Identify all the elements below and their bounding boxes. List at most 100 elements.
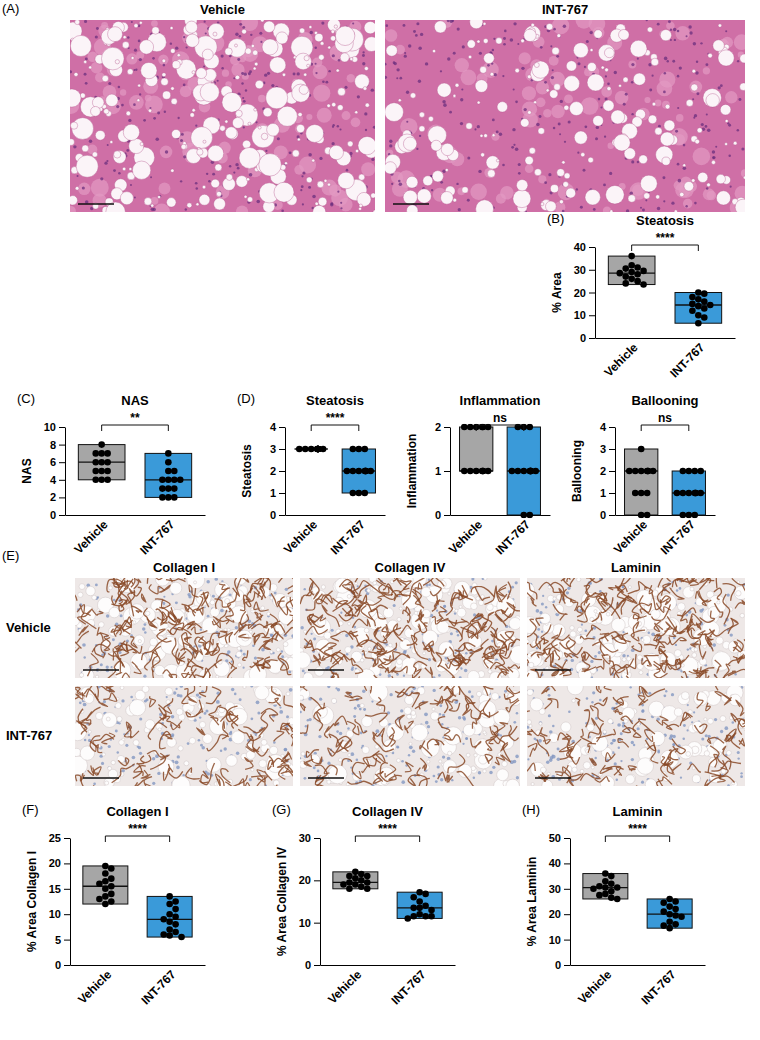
stained-fiber <box>508 665 519 672</box>
lipid-vacuole <box>683 164 686 167</box>
lipid-vacuole <box>253 67 256 70</box>
nucleus <box>237 167 240 170</box>
nucleus <box>95 35 98 38</box>
lipid-vacuole <box>315 202 318 205</box>
nucleus <box>631 113 633 115</box>
lipid-vacuole <box>213 32 217 36</box>
nucleus <box>477 125 480 128</box>
nucleus <box>513 144 515 146</box>
lipid-vacuole <box>525 26 541 42</box>
lipid-vacuole <box>603 100 614 111</box>
lipid-vacuole <box>587 63 596 72</box>
lipid-vacuole <box>652 102 656 106</box>
lipid-vacuole <box>564 105 569 110</box>
lipid-vacuole <box>720 104 731 115</box>
lipid-vacuole <box>148 109 152 113</box>
lipid-vacuole <box>192 71 195 74</box>
lipid-vacuole <box>496 159 499 162</box>
nucleus <box>130 184 132 186</box>
lipid-vacuole <box>225 120 228 123</box>
lipid-vacuole <box>566 61 576 71</box>
lipid-vacuole <box>538 128 545 135</box>
nucleus <box>241 82 243 84</box>
nucleus <box>560 100 563 103</box>
nucleus <box>127 36 129 38</box>
nucleus <box>440 70 442 72</box>
image-background <box>385 20 745 212</box>
nucleus <box>503 37 506 40</box>
lipid-vacuole <box>299 85 308 94</box>
nucleus <box>502 75 504 77</box>
nucleus <box>217 80 219 82</box>
nucleus <box>245 89 247 91</box>
lipid-vacuole <box>129 139 144 154</box>
lipid-vacuole <box>270 650 273 653</box>
nucleus <box>371 88 374 91</box>
nucleus <box>104 162 107 165</box>
nucleus <box>100 663 103 666</box>
histology-image <box>70 20 375 212</box>
stained-fiber <box>472 613 483 621</box>
tissue-patch <box>689 81 702 94</box>
lipid-vacuole <box>630 40 647 57</box>
stained-fiber <box>122 617 132 630</box>
tissue-patch <box>491 132 499 140</box>
stained-fiber <box>290 597 293 611</box>
nucleus <box>670 39 672 41</box>
nucleus <box>388 674 391 677</box>
nucleus <box>281 209 284 212</box>
nucleus <box>686 35 688 37</box>
tissue-patch <box>522 86 536 100</box>
lipid-vacuole <box>441 191 454 204</box>
nucleus <box>389 140 392 143</box>
nucleus <box>233 171 235 173</box>
nucleus <box>657 207 660 210</box>
lipid-vacuole <box>207 145 223 161</box>
nucleus <box>337 125 339 127</box>
nucleus <box>108 82 111 85</box>
nucleus <box>583 169 586 172</box>
nucleus <box>454 652 456 654</box>
lipid-vacuole <box>373 210 375 212</box>
stained-fiber <box>182 633 188 651</box>
tissue-patch <box>342 111 351 120</box>
nucleus <box>308 186 311 189</box>
nucleus <box>544 181 547 184</box>
nucleus <box>76 175 78 177</box>
scale-bar <box>393 203 429 205</box>
nucleus <box>289 151 292 154</box>
lipid-vacuole <box>122 167 125 170</box>
nucleus <box>83 656 85 658</box>
nucleus <box>237 58 240 61</box>
stained-fiber <box>184 659 203 672</box>
tissue-patch <box>120 89 126 95</box>
tissue-patch <box>734 34 745 50</box>
lipid-vacuole <box>740 54 745 63</box>
lipid-vacuole <box>190 113 194 117</box>
nucleus <box>478 170 481 173</box>
stained-fiber <box>122 673 134 678</box>
lipid-vacuole <box>462 187 468 193</box>
nucleus <box>609 172 612 175</box>
nucleus <box>185 208 187 210</box>
nucleus <box>107 144 109 146</box>
lipid-vacuole <box>75 20 80 25</box>
nucleus <box>595 137 598 140</box>
nucleus <box>151 208 154 211</box>
lipid-vacuole <box>216 191 221 196</box>
nucleus <box>559 133 561 135</box>
lipid-vacuole <box>552 47 560 55</box>
lipid-vacuole <box>306 124 324 142</box>
stained-fiber <box>77 605 84 614</box>
lipid-vacuole <box>725 143 728 146</box>
lipid-vacuole <box>145 611 149 615</box>
lipid-vacuole <box>274 182 294 202</box>
nucleus <box>175 601 178 604</box>
nucleus <box>403 675 405 677</box>
lipid-vacuole <box>509 617 520 629</box>
lipid-vacuole <box>211 179 220 188</box>
nucleus <box>667 60 669 62</box>
lipid-vacuole <box>95 130 105 140</box>
nucleus <box>436 609 438 611</box>
lipid-vacuole <box>581 153 585 157</box>
